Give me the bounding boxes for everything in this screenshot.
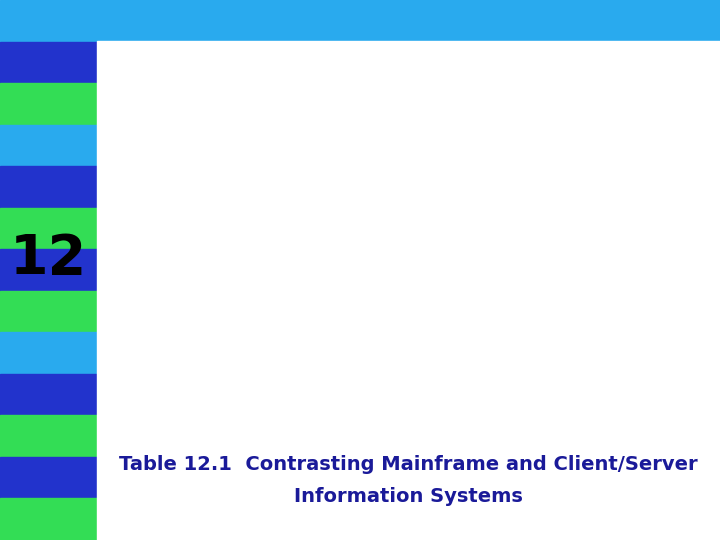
Text: Management: Management	[112, 105, 189, 115]
Text: Dumb terminal
Character-based
Single task
Limited productivity: Dumb terminal Character-based Single tas…	[331, 383, 436, 431]
Text: Data manipulation capabilities: Data manipulation capabilities	[112, 257, 293, 267]
Text: End user platform: End user platform	[112, 411, 217, 421]
Text: Proprietary: Proprietary	[331, 192, 389, 202]
Text: Security: Security	[112, 227, 161, 237]
Text: Multiple-vendor solution: Multiple-vendor solution	[500, 131, 626, 141]
Text: TABLE 12.1  ■  CONTRASTING MAINFRAME AND CLIENT/SERVER INFORMATION SYSTEMS: TABLE 12.1 ■ CONTRASTING MAINFRAME AND C…	[112, 49, 595, 59]
Text: Multiple vendors: Multiple vendors	[500, 161, 586, 172]
Text: Few tools available: Few tools available	[500, 283, 598, 293]
Text: Relaxed/decentralized: Relaxed/decentralized	[500, 222, 615, 232]
Text: Overstructured
Time-consuming
Creates application backlogs: Overstructured Time-consuming Creates ap…	[331, 314, 482, 349]
Text: Very flexible: Very flexible	[500, 253, 564, 263]
Text: Single-vendor solution: Single-vendor solution	[331, 131, 448, 141]
Text: Application development: Application development	[112, 333, 259, 343]
Text: Intelligent PC
Graphical user interface (GUI)
Multitasking OS
Better productivit: Intelligent PC Graphical user interface …	[500, 383, 656, 431]
Text: MAINFRAME-BASED
INFORMATION SYSTEM: MAINFRAME-BASED INFORMATION SYSTEM	[331, 66, 453, 86]
Text: System management: System management	[112, 287, 236, 298]
Text: Integrated: Integrated	[331, 283, 386, 293]
Text: PC-BASED CLIENT/SERVER
INFORMATION SYSTEM: PC-BASED CLIENT/SERVER INFORMATION SYSTE…	[500, 66, 639, 86]
Text: Centralized: Centralized	[331, 101, 391, 111]
Text: Highly centralized: Highly centralized	[331, 222, 426, 232]
Text: Hardware: Hardware	[112, 166, 169, 176]
Text: Multiple vendors: Multiple vendors	[500, 192, 586, 202]
Text: Software: Software	[112, 196, 165, 206]
Text: Table 12.1  Contrasting Mainframe and Client/Server: Table 12.1 Contrasting Mainframe and Cli…	[120, 455, 698, 474]
Text: Distributed/decentralized: Distributed/decentralized	[500, 101, 632, 111]
Text: Flexible
Rapid application development
Better productivity tools: Flexible Rapid application development B…	[500, 314, 662, 349]
Text: Vendor: Vendor	[112, 136, 153, 145]
Text: Information Systems: Information Systems	[294, 487, 523, 507]
Text: Very limited: Very limited	[331, 253, 394, 263]
Text: Proprietary: Proprietary	[331, 161, 389, 172]
Text: 12: 12	[10, 232, 87, 286]
